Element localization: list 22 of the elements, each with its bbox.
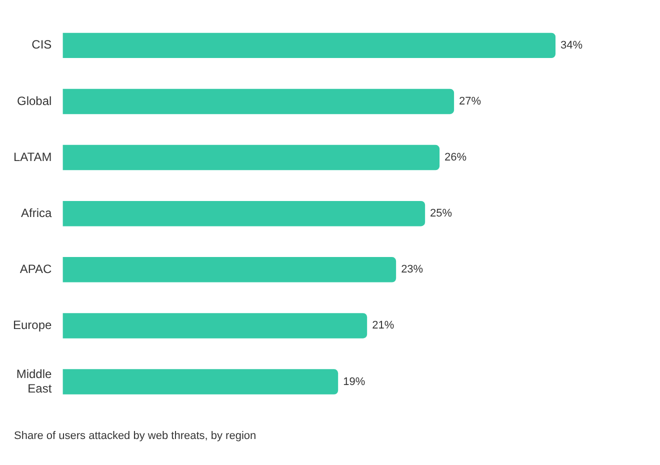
- data-label: 27%: [459, 96, 482, 108]
- y-tick-label: CIS: [32, 38, 52, 52]
- data-label: 25%: [430, 208, 452, 220]
- bar: [62, 144, 440, 170]
- bar: [62, 257, 396, 282]
- y-tick-label: Middle East: [16, 366, 52, 396]
- y-tick-label: Africa: [21, 206, 52, 220]
- data-label: 26%: [444, 152, 467, 164]
- y-tick-label: Global: [17, 94, 52, 108]
- data-label: 34%: [560, 39, 583, 52]
- y-tick-label: APAC: [20, 262, 52, 276]
- y-tick-label: Europe: [12, 318, 52, 332]
- data-label: 23%: [401, 264, 424, 276]
- data-label: 21%: [372, 320, 394, 332]
- y-tick-label: LATAM: [13, 150, 52, 164]
- data-label: 19%: [343, 376, 366, 388]
- bar: [62, 369, 338, 394]
- bar: [62, 88, 454, 114]
- text: Share of users attacked by web threats, by region: [14, 430, 256, 442]
- bar: [62, 200, 426, 226]
- bar: [62, 32, 556, 58]
- bar: [62, 313, 368, 338]
